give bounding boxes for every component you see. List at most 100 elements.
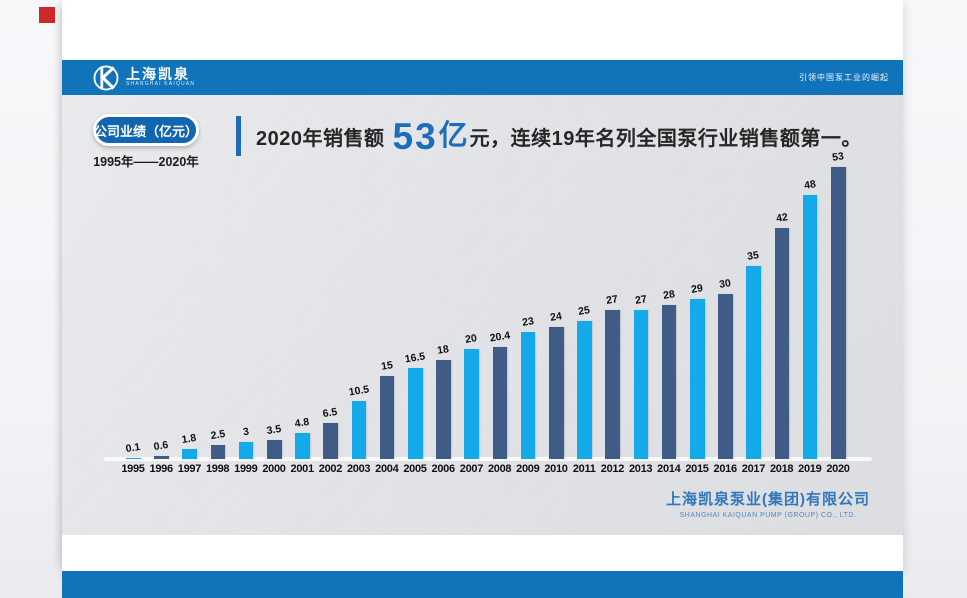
bar-year-label: 1995 — [121, 463, 145, 475]
headline-big-value: 53 — [392, 115, 438, 157]
bar — [436, 360, 451, 459]
bar — [774, 228, 790, 459]
bar-year-label: 2017 — [741, 463, 766, 475]
bar — [295, 433, 310, 459]
logo-text: 上海凯泉 SHANGHAI KAIQUAN — [126, 67, 195, 88]
bar — [690, 299, 705, 459]
bar-year-label: 2002 — [318, 463, 343, 475]
bar-year-label: 2008 — [487, 463, 512, 475]
bar-chart: 0.1 1995 0.6 1996 1.8 1997 2.5 1998 3 1999 3.5 2000… — [104, 95, 872, 535]
bar-year-label: 1996 — [149, 463, 174, 475]
bar-slot: 27 2013 — [627, 95, 655, 535]
bar-year-label: 1999 — [234, 463, 258, 475]
bar-year-label: 2004 — [375, 463, 399, 475]
bar-slot: 23 2009 — [514, 95, 542, 535]
bar-slot: 3.5 2000 — [260, 95, 288, 535]
bar-slot: 42 2018 — [768, 95, 796, 535]
footer-company-en: SHANGHAI KAIQUAN PUMP (GROUP) CO., LTD. — [679, 512, 857, 519]
bar — [605, 310, 620, 459]
bar-year-label: 2012 — [600, 463, 625, 475]
bar-year-label: 2015 — [685, 463, 709, 475]
bar — [267, 440, 282, 459]
bar-slot: 4.8 2001 — [288, 95, 316, 535]
headline-prefix: 2020年销售额 — [256, 127, 385, 150]
bar — [379, 376, 395, 459]
bar — [549, 327, 564, 459]
bar-year-label: 2011 — [572, 463, 596, 475]
slide-header-bar: 上海凯泉 SHANGHAI KAIQUAN 引领中国泵工业的崛起 — [62, 60, 903, 95]
bar-year-label: 2016 — [713, 463, 738, 475]
bar-slot: 18 2006 — [429, 95, 457, 535]
bar-slot: 0.1 1995 — [119, 95, 147, 535]
bar-slot: 20 2007 — [457, 95, 485, 535]
chart-baseline — [104, 457, 872, 461]
footer-company-cn: 上海凯泉泵业(集团)有限公司 — [666, 491, 870, 508]
bar — [323, 423, 338, 459]
chart-year-range: 1995年——2020年 — [93, 155, 199, 169]
bar-slot: 53 2020 — [824, 95, 852, 535]
bar — [633, 310, 649, 459]
headline-suffix: 元，连续19年名列全国泵行业销售额第一。 — [469, 127, 862, 150]
bar — [718, 294, 733, 459]
bar-slot: 15 2004 — [373, 95, 401, 535]
bar-year-label: 2009 — [516, 463, 540, 475]
slide-content-area — [62, 95, 903, 535]
bar — [238, 442, 254, 459]
bar — [492, 347, 508, 459]
bar — [661, 305, 677, 459]
logo-text-en: SHANGHAI KAIQUAN — [126, 81, 196, 87]
bar-slot: 0.6 1996 — [147, 95, 175, 535]
bar — [831, 167, 846, 459]
bar-year-label: 2006 — [431, 463, 456, 475]
bar — [802, 195, 818, 459]
bar-slot: 2.5 1998 — [204, 95, 232, 535]
bar-year-label: 2013 — [628, 463, 653, 475]
bar — [577, 321, 592, 459]
bar-slot: 10.5 2003 — [345, 95, 373, 535]
bar-year-label: 1997 — [177, 463, 202, 475]
bar-slot: 27 2012 — [598, 95, 626, 535]
bar-year-label: 2005 — [403, 463, 427, 475]
bar-year-label: 2014 — [657, 463, 681, 475]
bar — [126, 458, 141, 459]
bar-slot: 35 2017 — [739, 95, 767, 535]
bar-slot: 1.8 1997 — [175, 95, 203, 535]
company-logo: 上海凯泉 SHANGHAI KAIQUAN — [92, 64, 195, 92]
bar-year-label: 2018 — [769, 463, 794, 475]
bar-slot: 16.5 2005 — [401, 95, 429, 535]
bar-year-label: 2003 — [346, 463, 371, 475]
headline-big-unit: 亿 — [438, 119, 468, 152]
bar-year-label: 2010 — [544, 463, 568, 475]
bar — [351, 401, 367, 459]
headline: 2020年销售额 53 亿 元，连续19年名列全国泵行业销售额第一。 — [236, 115, 862, 157]
footer-company: 上海凯泉泵业(集团)有限公司 SHANGHAI KAIQUAN PUMP (GR… — [666, 488, 870, 519]
bar-year-label: 2019 — [798, 463, 822, 475]
bar-year-label: 2007 — [459, 463, 484, 475]
next-page-header-bar — [62, 571, 903, 598]
bar-slot: 6.5 2002 — [316, 95, 344, 535]
chart-title-badge: 公司业绩（亿元） — [93, 114, 199, 146]
bar-year-label: 1998 — [205, 463, 230, 475]
bar-slot: 20.4 2008 — [486, 95, 514, 535]
bar — [408, 368, 423, 459]
red-square-marker — [39, 7, 55, 23]
bar — [746, 266, 761, 459]
bar-year-label: 2020 — [826, 463, 850, 475]
bar-slot: 3 1999 — [232, 95, 260, 535]
bar-slot: 29 2015 — [683, 95, 711, 535]
bar-slot: 25 2011 — [570, 95, 598, 535]
logo-text-cn: 上海凯泉 — [126, 66, 190, 82]
bar — [154, 456, 169, 459]
bar — [210, 445, 226, 459]
bar-slot: 48 2019 — [796, 95, 824, 535]
bar-slot: 28 2014 — [655, 95, 683, 535]
bar — [464, 349, 479, 459]
kaiquan-logo-icon — [93, 65, 119, 90]
bar — [182, 449, 197, 459]
bar-slot: 30 2016 — [711, 95, 739, 535]
bar-year-label: 2000 — [262, 463, 286, 475]
headline-accent-bar — [236, 116, 241, 156]
bar-slot: 24 2010 — [542, 95, 570, 535]
header-tagline: 引领中国泵工业的崛起 — [799, 73, 889, 82]
bar — [520, 332, 536, 459]
